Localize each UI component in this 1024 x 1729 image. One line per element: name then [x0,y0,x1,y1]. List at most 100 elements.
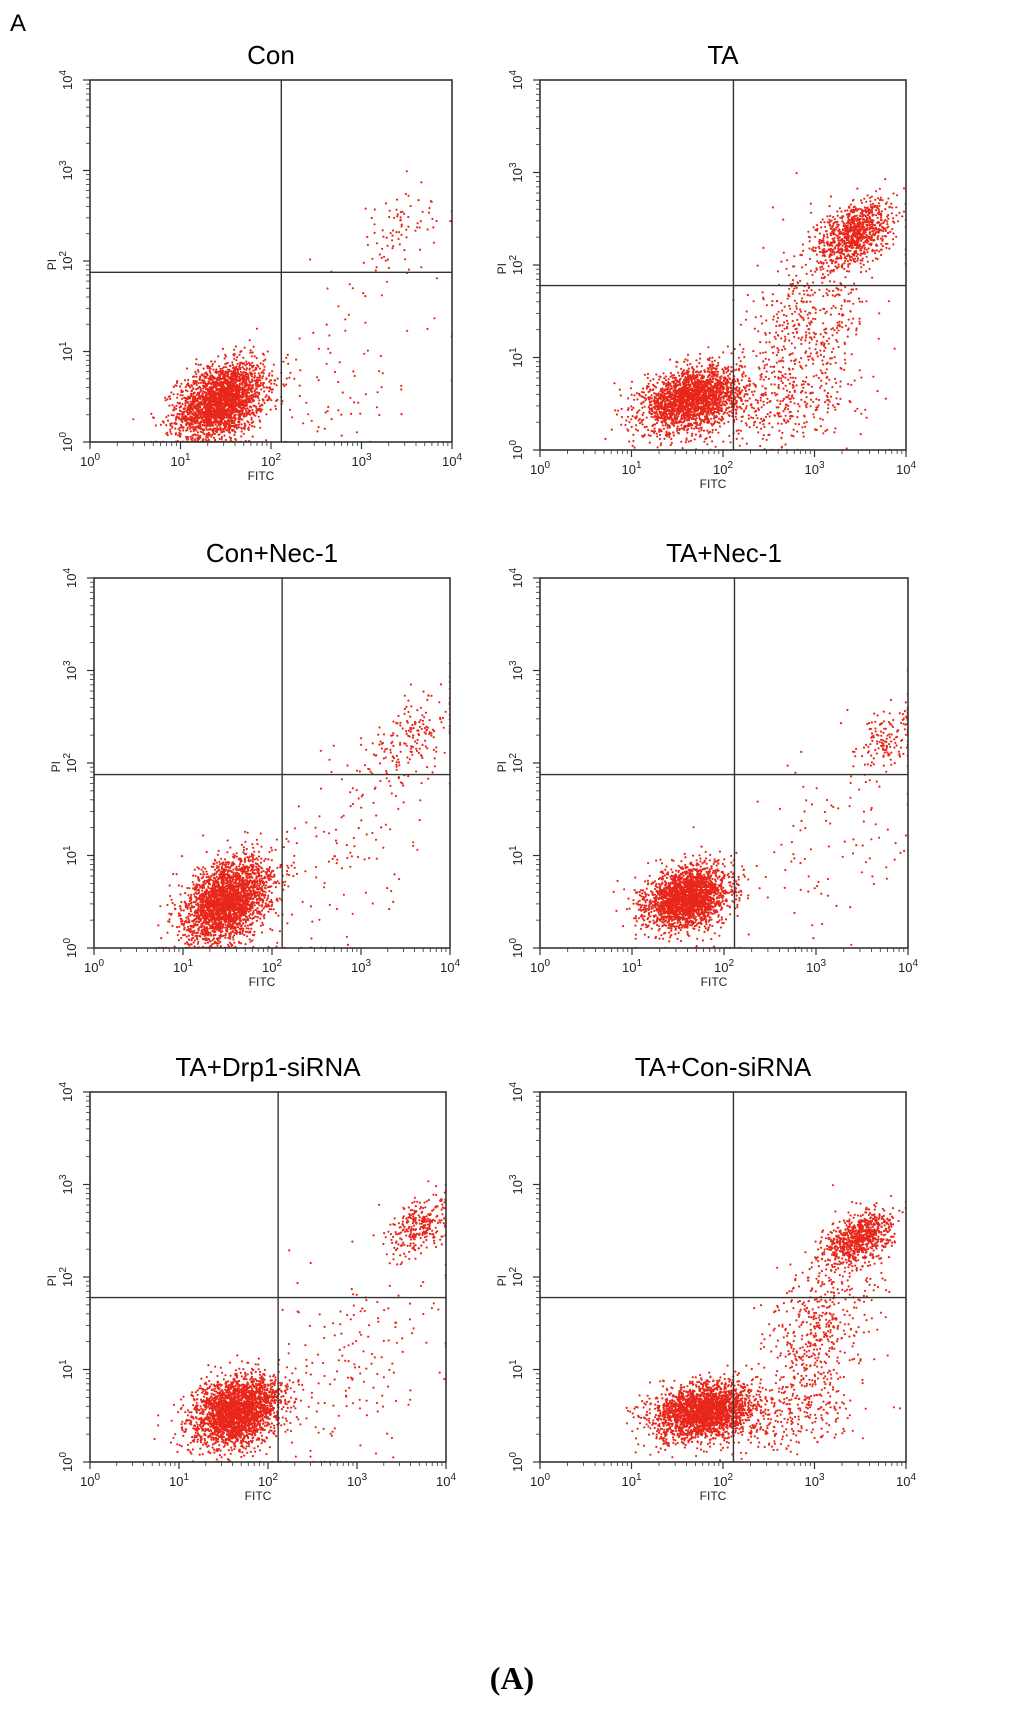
scatter-point [362,292,364,294]
scatter-point [245,410,247,412]
scatter-point [155,424,157,426]
scatter-point [219,427,221,429]
scatter-point [680,418,682,420]
scatter-point [723,387,725,389]
scatter-point [218,365,220,367]
scatter-point [245,361,247,363]
scatter-point [189,436,191,438]
scatter-point [736,418,738,420]
scatter-point [258,399,260,401]
scatter-point [710,369,712,371]
scatter-point [173,406,175,408]
scatter-point [192,376,194,378]
scatter-point [700,396,702,398]
x-tick-label: 101 [170,452,190,469]
scatter-point [632,407,634,409]
scatter-point [670,438,672,440]
scatter-point [414,230,416,232]
scatter-point [247,428,249,430]
scatter-point [209,389,211,391]
y-tick-label: 100 [58,432,75,452]
scatter-point [196,425,198,427]
scatter-point [745,390,747,392]
scatter-point [673,400,675,402]
scatter-point [381,294,383,296]
scatter-point [224,354,226,356]
scatter-point [244,423,246,425]
scatter-point [219,422,221,424]
scatter-point [721,420,723,422]
scatter-point [636,415,638,417]
scatter-point [212,383,214,385]
scatter-point [628,440,630,442]
scatter-point [711,440,713,442]
scatter-point [259,421,261,423]
scatter-point [176,397,178,399]
scatter-point [659,438,661,440]
scatter-point [195,412,197,414]
scatter-point [212,394,214,396]
scatter-point [211,365,213,367]
scatter-point [699,353,701,355]
scatter-point [206,385,208,387]
scatter-point [217,377,219,379]
scatter-point [730,410,732,412]
scatter-point [234,382,236,384]
scatter-point [273,379,275,381]
scatter-point [265,378,267,380]
scatter-point [337,409,339,411]
scatter-point [257,395,259,397]
scatter-point [187,398,189,400]
scatter-point [181,421,183,423]
scatter-point [670,444,672,446]
scatter-point [636,398,638,400]
scatter-point [687,354,689,356]
scatter-point [245,408,247,410]
scatter-point [405,229,407,231]
scatter-point [687,395,689,397]
scatter-point [386,237,388,239]
scatter-point [341,435,343,437]
scatter-point [716,365,718,367]
scatter-point [188,406,190,408]
scatter-point [649,388,651,390]
scatter-point [634,416,636,418]
scatter-point [209,372,211,374]
scatter-point [656,422,658,424]
scatter-point [282,361,284,363]
scatter-point [227,376,229,378]
scatter-point [299,385,301,387]
scatter-point [250,373,252,375]
scatter-point [167,415,169,417]
scatter-point [724,367,726,369]
scatter-point [242,397,244,399]
scatter-point [150,413,152,415]
scatter-point [663,409,665,411]
scatter-point [169,395,171,397]
scatter-point [663,438,665,440]
scatter-point [653,402,655,404]
scatter-point [212,369,214,371]
scatter-point [611,429,613,431]
scatter-point [219,368,221,370]
scatter-point [647,429,649,431]
scatter-point [175,419,177,421]
scatter-point [254,392,256,394]
scatter-point [251,355,253,357]
scatter-point [380,355,382,357]
scatter-point [739,406,741,408]
scatter-point [245,405,247,407]
scatter-point [243,375,245,377]
scatter-point [650,408,652,410]
scatter-point [699,402,701,404]
scatter-point [242,379,244,381]
scatter-point [348,314,350,316]
scatter-point [250,401,252,403]
scatter-point [224,423,226,425]
scatter-point [699,423,701,425]
scatter-point [236,384,238,386]
scatter-point [245,393,247,395]
scatter-point [708,394,710,396]
scatter-point [268,372,270,374]
scatter-point [197,422,199,424]
